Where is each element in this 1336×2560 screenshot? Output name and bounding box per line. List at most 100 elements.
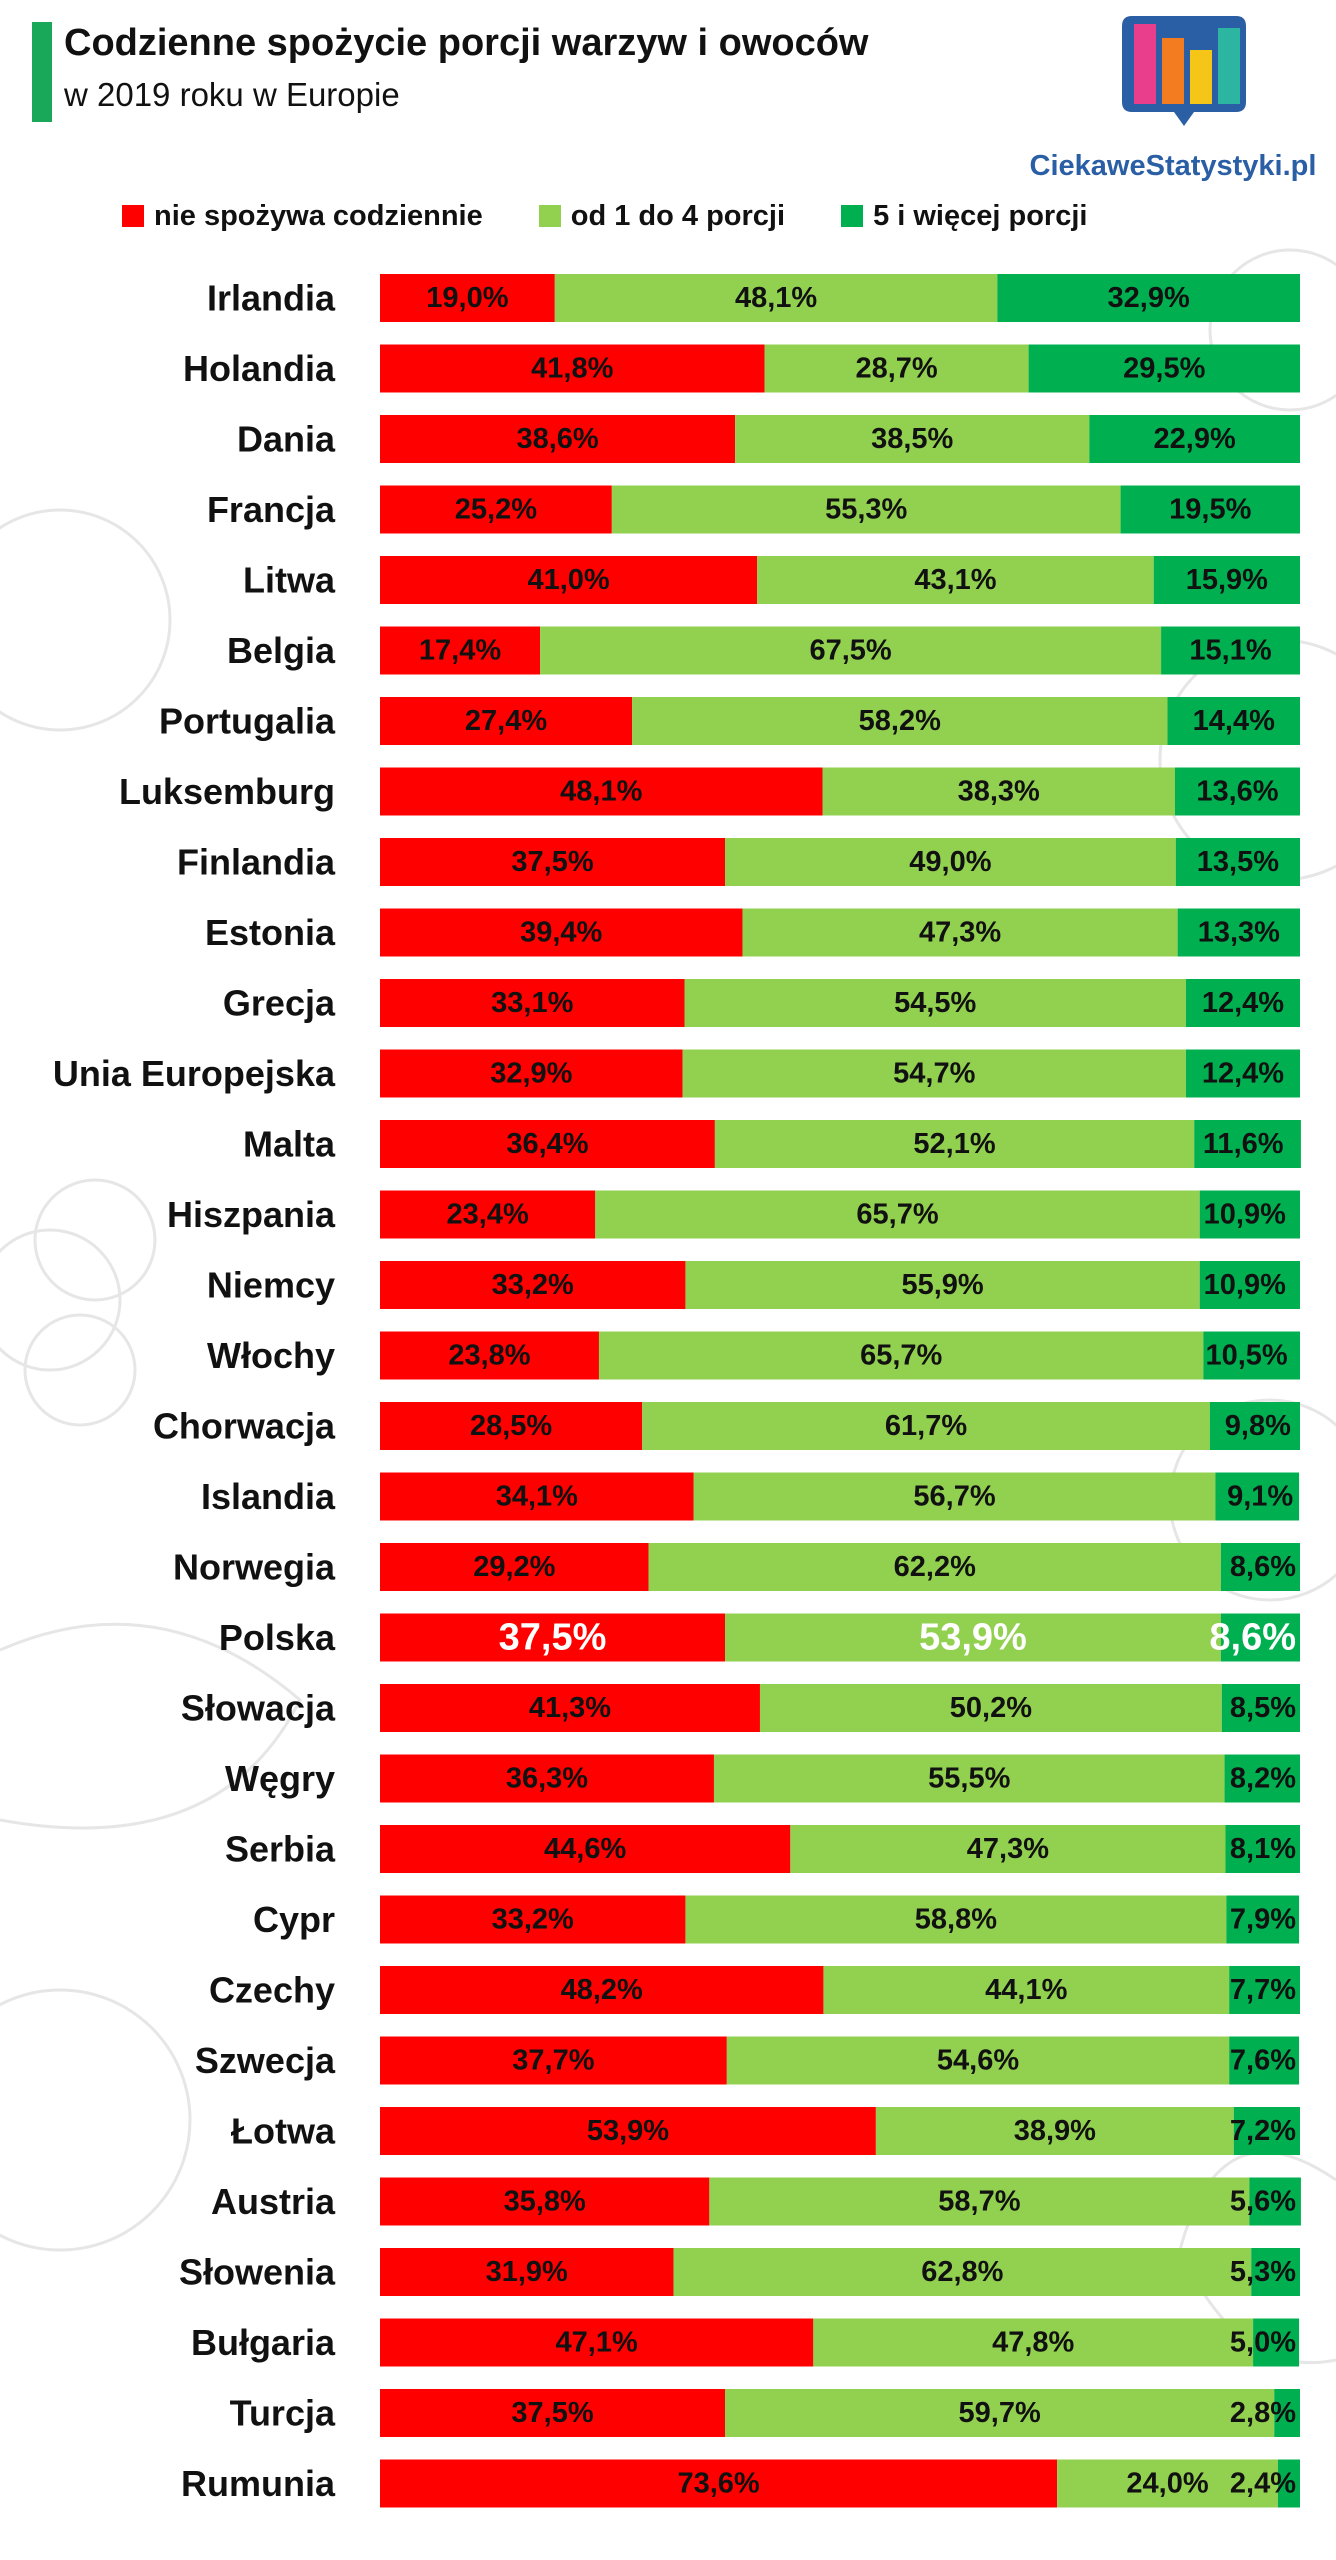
data-label-lightgreen: 58,8% [915, 1904, 997, 1936]
data-label-lightgreen: 53,9% [919, 1617, 1027, 1659]
bar-segment-darkgreen [1153, 556, 1300, 604]
bar-segment-darkgreen [1120, 485, 1300, 534]
data-label-red: 25,2% [455, 494, 537, 526]
bar-segment-darkgreen [1185, 1049, 1300, 1098]
category-label: Bułgaria [191, 2322, 336, 2363]
data-label-red: 53,9% [587, 2115, 669, 2147]
bar-segment-darkgreen [1167, 697, 1300, 745]
bar-segment-red [380, 2177, 710, 2226]
bar-segment-darkgreen [1224, 1754, 1300, 1803]
chart-title: Codzienne spożycie porcji warzyw i owocó… [64, 22, 869, 64]
data-label-red: 23,8% [448, 1340, 530, 1372]
bar-segment-red [380, 697, 633, 745]
bar-segment-red [380, 556, 758, 604]
bar-segment-lightgreen [875, 2107, 1234, 2155]
category-label: Cypr [253, 1899, 335, 1940]
data-label-lightgreen: 54,7% [893, 1058, 975, 1090]
bar-segment-red [380, 1331, 599, 1380]
category-label: Łotwa [231, 2111, 336, 2152]
bar-segment-darkgreen [1175, 838, 1300, 886]
bar-segment-darkgreen [1277, 2459, 1300, 2508]
data-label-red: 37,5% [511, 846, 593, 878]
data-label-lightgreen: 62,8% [921, 2256, 1003, 2288]
bar-segment-red [380, 1754, 714, 1803]
bar-segment-red [380, 1261, 686, 1309]
legend-label-lightgreen: od 1 do 4 porcji [570, 199, 786, 232]
data-label-red: 17,4% [419, 635, 501, 667]
category-label: Słowenia [179, 2252, 336, 2293]
data-label-darkgreen: 14,4% [1193, 705, 1275, 737]
bar-segment-red [380, 2107, 876, 2155]
data-label-lightgreen: 55,3% [825, 494, 907, 526]
data-label-lightgreen: 43,1% [914, 564, 996, 596]
bar-segment-lightgreen [726, 2036, 1230, 2085]
bar-segment-red [380, 2318, 814, 2367]
bar-segment-red [380, 1472, 694, 1521]
bar-segment-darkgreen [1203, 1331, 1300, 1380]
category-label: Polska [219, 1617, 336, 1658]
data-label-red: 48,1% [560, 776, 642, 808]
bar-segment-lightgreen [764, 344, 1029, 393]
legend-label-red: nie spożywa codziennie [154, 199, 483, 232]
bar-segment-red [380, 1684, 760, 1732]
data-label-red: 73,6% [677, 2468, 759, 2500]
category-label: Turcja [230, 2393, 336, 2434]
bar-segment-lightgreen [735, 415, 1090, 463]
data-label-red: 29,2% [473, 1551, 555, 1583]
bar-segment-red [380, 1049, 683, 1098]
bar-segment-darkgreen [1185, 979, 1300, 1027]
bar-segment-darkgreen [1161, 626, 1300, 675]
bar-segment-darkgreen [1209, 1402, 1300, 1450]
category-label: Francja [207, 489, 336, 530]
category-label: Serbia [225, 1829, 336, 1870]
bar-segment-darkgreen [1249, 2177, 1301, 2226]
data-label-red: 47,1% [556, 2327, 638, 2359]
data-label-red: 28,5% [470, 1410, 552, 1442]
data-label-red: 44,6% [544, 1833, 626, 1865]
data-label-red: 31,9% [486, 2256, 568, 2288]
brand-logo: CiekaweStatystyki.pl [1028, 14, 1318, 194]
data-label-darkgreen: 5,6% [1230, 2186, 1296, 2218]
bar-segment-lightgreen [540, 626, 1162, 675]
data-label-red: 36,4% [506, 1128, 588, 1160]
data-label-red: 39,4% [520, 917, 602, 949]
bar-segment-darkgreen [1220, 1543, 1300, 1591]
data-label-darkgreen: 29,5% [1123, 353, 1205, 385]
data-label-darkgreen: 15,9% [1186, 564, 1268, 596]
bar-segment-lightgreen [684, 979, 1186, 1027]
bar-segment-darkgreen [1174, 767, 1300, 816]
bar-segment-lightgreen [642, 1402, 1210, 1450]
data-label-darkgreen: 12,4% [1202, 1058, 1284, 1090]
data-label-lightgreen: 55,9% [901, 1269, 983, 1301]
bar-segment-lightgreen [595, 1190, 1200, 1239]
bar-segment-red [380, 344, 765, 393]
data-label-red: 48,2% [561, 1974, 643, 2006]
data-label-darkgreen: 8,1% [1230, 1833, 1296, 1865]
data-label-lightgreen: 62,2% [894, 1551, 976, 1583]
category-label: Chorwacja [153, 1406, 336, 1447]
data-label-lightgreen: 56,7% [913, 1481, 995, 1513]
data-label-red: 33,1% [491, 987, 573, 1019]
data-label-lightgreen: 54,6% [937, 2045, 1019, 2077]
legend-item-lightgreen: od 1 do 4 porcji [538, 199, 786, 233]
bar-segment-lightgreen [685, 1261, 1200, 1309]
bar-segment-darkgreen [1226, 1895, 1300, 1944]
data-label-darkgreen: 8,5% [1230, 1692, 1296, 1724]
data-label-darkgreen: 13,6% [1196, 776, 1278, 808]
category-label: Holandia [183, 348, 336, 389]
data-label-darkgreen: 7,7% [1230, 1974, 1296, 2006]
category-label: Niemcy [207, 1265, 335, 1306]
category-label: Malta [243, 1124, 336, 1165]
bar-segment-red [380, 1190, 596, 1239]
category-label: Litwa [243, 560, 336, 601]
data-label-darkgreen: 10,9% [1204, 1269, 1286, 1301]
bar-segment-lightgreen [648, 1543, 1221, 1591]
bar-segment-red [380, 979, 685, 1027]
bar-segment-lightgreen [1057, 2459, 1278, 2508]
bar-segment-red [380, 767, 823, 816]
data-label-red: 41,3% [529, 1692, 611, 1724]
category-label: Austria [211, 2181, 336, 2222]
category-label: Szwecja [195, 2040, 336, 2081]
bar-segment-lightgreen [725, 838, 1176, 886]
